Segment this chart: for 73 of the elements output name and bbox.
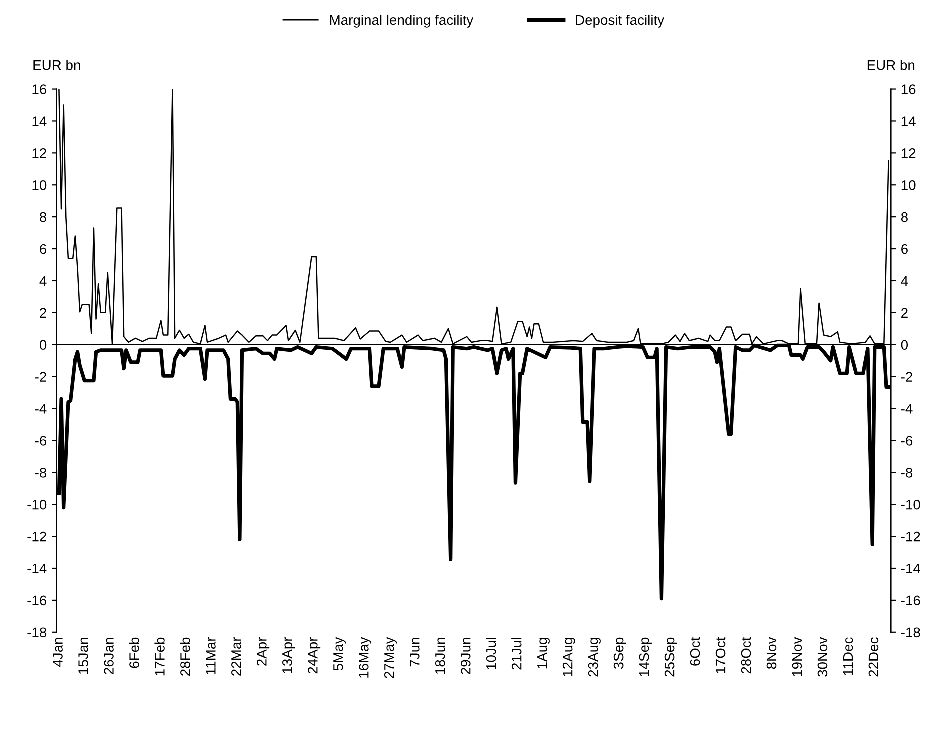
legend-label: Deposit facility <box>576 14 665 28</box>
x-tick-label: 17Feb <box>154 638 165 676</box>
y2-tick-label: 14 <box>902 116 916 126</box>
y2-tick-label: 8 <box>901 212 908 222</box>
x-tick-label: 28Feb <box>180 638 190 676</box>
y-tick-label: 8 <box>40 212 47 222</box>
x-tick-label: 4Jan <box>53 638 63 668</box>
y-tick-label: -8 <box>35 468 47 478</box>
y2-tick-label: -14 <box>901 564 921 574</box>
y2-tick-label: 6 <box>902 244 908 254</box>
y2-tick-label: 2 <box>902 308 908 318</box>
y2-tick-label: -12 <box>901 532 920 542</box>
x-tick-label: 8Nov <box>766 637 777 670</box>
y-tick-label: 4 <box>40 276 47 286</box>
y2-tick-label: -2 <box>901 372 912 382</box>
x-tick-label: 22Dec <box>868 638 879 677</box>
y2-tick-label: -18 <box>901 628 920 638</box>
x-tick-label: 23Aug <box>588 638 601 677</box>
y-tick-label: 6 <box>40 244 47 254</box>
y2-tick-label: -10 <box>901 500 920 510</box>
y-tick-label: 14 <box>32 116 47 126</box>
y-tick-label: 12 <box>32 148 46 158</box>
x-tick-label: 27May <box>384 637 398 678</box>
x-tick-label: 26Jan <box>104 638 114 674</box>
x-tick-label: 30Nov <box>818 637 828 677</box>
x-tick-label: 15Jan <box>78 638 88 674</box>
x-tick-label: 17Oct <box>716 637 726 674</box>
y-tick-label: 10 <box>32 180 47 190</box>
y-tick-label: -18 <box>28 628 47 638</box>
y-tick-label: 2 <box>40 308 46 318</box>
y2-tick-label: 16 <box>902 84 916 94</box>
y2-tick-label: -6 <box>901 436 913 446</box>
x-tick-label: 19Nov <box>792 637 802 676</box>
x-tick-label: 5May <box>334 637 346 671</box>
y-tick-label: -12 <box>28 532 46 542</box>
x-tick-label: 24Apr <box>308 637 321 674</box>
y2-tick-label: 12 <box>902 148 916 158</box>
x-tick-label: 14Sep <box>639 638 652 676</box>
x-tick-label: 22Mar <box>232 637 242 676</box>
x-tick-label: 21Jul <box>512 638 522 670</box>
x-tick-label: 11Mar <box>206 637 216 675</box>
x-tick-label: 25Sep <box>664 638 678 677</box>
x-tick-label: 13Apr <box>282 637 296 674</box>
y-tick-label: -10 <box>28 500 47 510</box>
y2-tick-label: -4 <box>901 404 913 414</box>
y2-tick-label: -16 <box>901 596 920 606</box>
y2-tick-label: -8 <box>901 468 913 478</box>
x-tick-label: 18Jun <box>435 638 446 674</box>
x-tick-label: 3Sep <box>614 638 626 670</box>
y-tick-label: -6 <box>35 436 47 446</box>
x-tick-label: 6Feb <box>129 638 140 668</box>
y2-tick-label: 0 <box>901 340 908 350</box>
x-tick-label: 12Aug <box>562 638 576 676</box>
y-tick-label: -14 <box>28 564 47 574</box>
x-tick-label: 28Oct <box>741 637 752 674</box>
y-tick-label: -2 <box>35 372 46 382</box>
y-tick-label: 16 <box>32 84 47 94</box>
x-tick-label: 29Jun <box>460 638 471 674</box>
y-tick-label: -16 <box>28 596 47 606</box>
y-tick-label: 0 <box>40 340 47 350</box>
y2-tick-label: 4 <box>901 276 908 286</box>
y-axis-title: EUR bn <box>34 60 80 70</box>
x-tick-label: 2Apr <box>257 637 270 666</box>
x-tick-label: 10Jul <box>486 638 496 670</box>
x-tick-label: 16May <box>358 637 372 678</box>
legend-label: Marginal lending facility <box>330 14 474 28</box>
y2-tick-label: 10 <box>902 180 916 190</box>
x-tick-label: 7Jun <box>410 638 420 667</box>
y-tick-label: -4 <box>35 404 47 414</box>
y2-axis-title: EUR bn <box>868 60 915 70</box>
x-tick-label: 1Aug <box>538 638 550 669</box>
x-tick-label: 11Dec <box>843 638 854 676</box>
x-tick-label: 6Oct <box>690 637 700 666</box>
